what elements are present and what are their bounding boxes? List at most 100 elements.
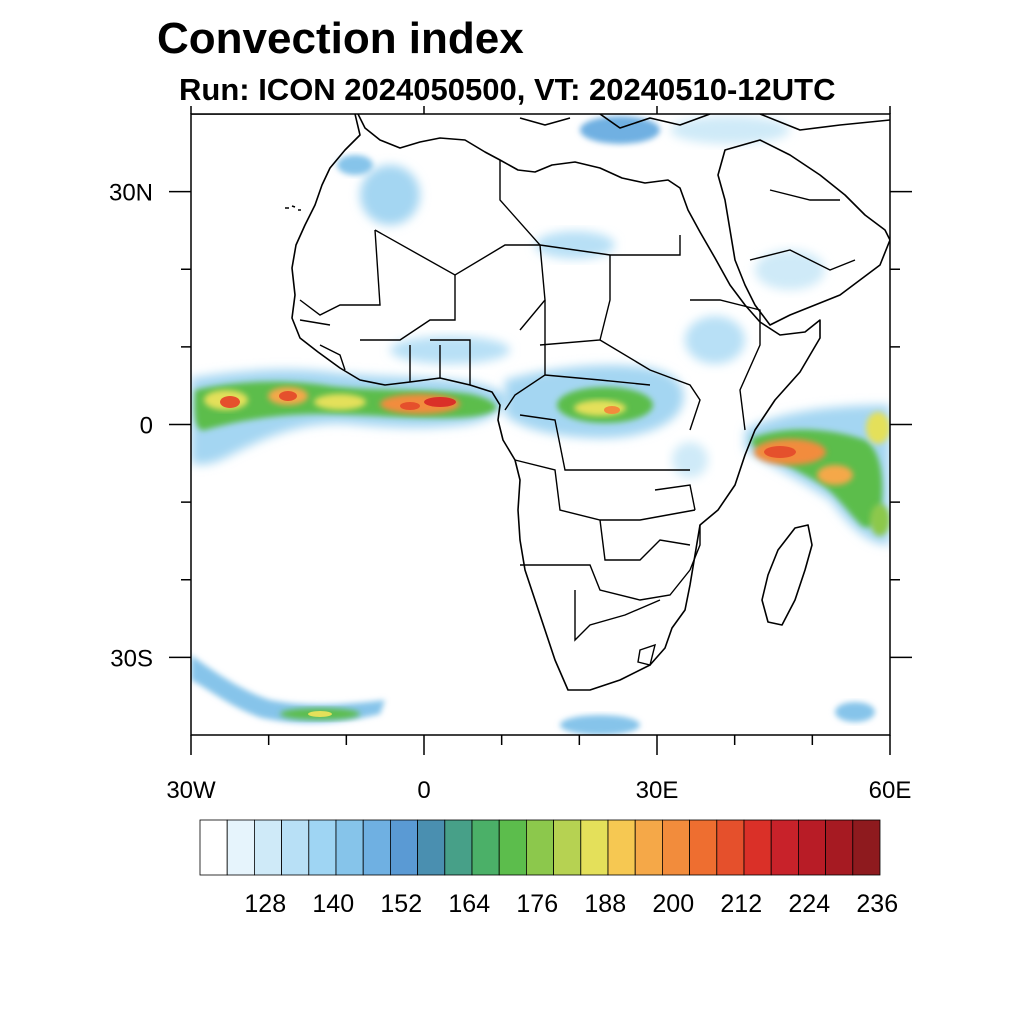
border: [514, 459, 696, 521]
colorbar-swatch: [689, 819, 718, 876]
atlantic-cell: [424, 397, 456, 407]
border: [544, 374, 651, 386]
coastlines: [191, 114, 890, 691]
atlantic-cell: [279, 391, 297, 401]
colorbar-swatch: [716, 819, 745, 876]
country-borders: [299, 160, 856, 666]
europe-coast: [191, 114, 890, 131]
colorbar-swatch: [825, 819, 854, 876]
colorbar-swatch: [553, 819, 582, 876]
indian-ocean-cell: [764, 446, 796, 458]
border: [504, 300, 546, 411]
colorbar-swatch: [852, 819, 881, 876]
border: [539, 255, 611, 346]
colorbar-label: 200: [652, 890, 694, 918]
colorbar-swatch: [798, 819, 827, 876]
ethiopia-patch: [685, 316, 745, 364]
border: [374, 229, 540, 276]
border: [409, 339, 471, 385]
atlantic-cell: [220, 396, 240, 408]
south-atlantic-band: [191, 655, 385, 723]
border: [360, 275, 456, 341]
southern-patch: [835, 702, 875, 722]
x-tick-label: 0: [417, 777, 430, 804]
arabian-peninsula: [717, 139, 890, 326]
border: [599, 519, 691, 561]
y-axis-ticks: 30N 0 30S: [109, 180, 912, 672]
colorbar-label: 236: [856, 890, 898, 918]
x-tick-label: 30E: [636, 777, 679, 804]
colorbar-swatch: [607, 819, 636, 876]
border: [599, 339, 701, 431]
colorbar-swatch: [199, 819, 228, 876]
indian-ocean-cell: [866, 412, 890, 444]
colorbar-swatch: [743, 819, 772, 876]
border: [539, 235, 681, 256]
border: [299, 319, 346, 371]
west-africa-patch: [390, 336, 510, 364]
border: [689, 525, 701, 571]
colorbar-label: 188: [584, 890, 626, 918]
east-africa-patch: [672, 442, 708, 478]
x-tick-label: 30W: [166, 777, 216, 804]
colorbar-label: 152: [380, 890, 422, 918]
border: [574, 590, 661, 642]
colorbar-swatch: [526, 819, 555, 876]
colorbar-swatch: [417, 819, 446, 876]
border: [654, 484, 696, 511]
border: [769, 189, 840, 201]
colorbar-swatch: [335, 819, 364, 876]
south-atlantic-cell: [308, 711, 332, 717]
madagascar: [761, 524, 813, 626]
colorbar-label: 224: [788, 890, 830, 918]
colorbar-label: 128: [244, 890, 286, 918]
border: [690, 299, 761, 431]
indian-ocean-cell: [870, 504, 890, 536]
colorbar-swatch: [498, 819, 527, 876]
atlantic-cell: [314, 394, 366, 410]
border: [749, 249, 856, 271]
colorbar-swatch: [444, 819, 473, 876]
colorbar-swatch: [471, 819, 500, 876]
colorbar-label: 176: [516, 890, 558, 918]
chart-title: Convection index: [157, 14, 524, 63]
sahara-patch: [535, 231, 615, 259]
chart-subtitle: Run: ICON 2024050500, VT: 20240510-12UTC: [179, 72, 836, 107]
colorbar-label: 164: [448, 890, 490, 918]
y-tick-label: 30S: [110, 645, 153, 672]
colorbar-swatch: [308, 819, 337, 876]
colorbar-label: 212: [720, 890, 762, 918]
x-tick-label: 60E: [869, 777, 912, 804]
colorbar-swatch: [770, 819, 799, 876]
africa-coastline: [291, 114, 821, 691]
gulf-patch: [670, 116, 790, 144]
indian-ocean-cell: [817, 465, 853, 485]
colorbar-swatch: [389, 819, 418, 876]
colorbar-swatch: [226, 819, 255, 876]
colorbar-swatch: [362, 819, 391, 876]
southern-patch: [560, 715, 640, 735]
nw-africa-patch: [360, 165, 420, 225]
y-tick-label: 30N: [109, 180, 153, 207]
x-axis-ticks: 30W 0 30E 60E: [166, 106, 911, 804]
colorbar-swatch: [253, 819, 282, 876]
colorbar-swatch: [634, 819, 663, 876]
y-tick-label: 0: [140, 413, 153, 440]
colorbar: 128 140 152 164 176 188 200 212 224 236: [199, 819, 898, 918]
atlantic-cell: [400, 402, 420, 410]
colorbar-label: 140: [312, 890, 354, 918]
border: [519, 414, 690, 471]
nw-africa-patch: [337, 155, 373, 175]
colorbar-swatch: [662, 819, 691, 876]
canary-islands: [285, 205, 301, 211]
colorbar-swatch: [281, 819, 310, 876]
border: [637, 643, 656, 666]
border: [299, 229, 381, 316]
colorbar-swatch: [580, 819, 609, 876]
border: [520, 564, 691, 601]
congo-cell: [604, 406, 620, 414]
convection-field: [191, 116, 890, 735]
arabia-patch: [755, 250, 825, 290]
med-patch: [580, 116, 660, 144]
